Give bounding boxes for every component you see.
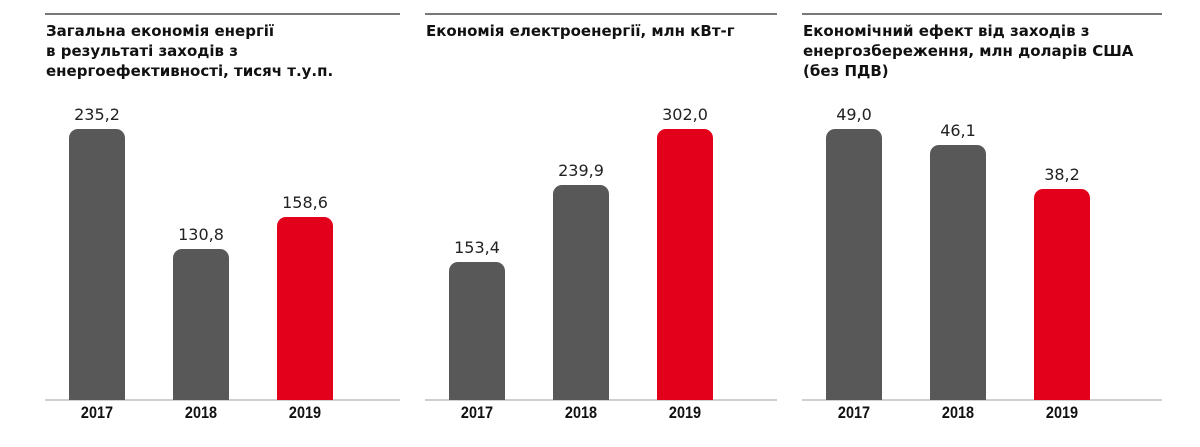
bar-2017: [69, 129, 125, 400]
x-axis: [802, 399, 1162, 401]
bar-2018: [173, 249, 229, 400]
data-label: 46,1: [940, 121, 976, 141]
chart-title-line: Загальна економія енергії: [46, 22, 275, 40]
divider-line: [425, 13, 777, 15]
x-axis: [45, 399, 400, 401]
bar-2019: [277, 217, 333, 400]
data-label: 49,0: [836, 105, 872, 124]
chart-title-line: енергозбереження, млн доларів США: [803, 42, 1134, 60]
data-label: 38,2: [1044, 164, 1080, 184]
x-tick-label: 2019: [1045, 403, 1079, 422]
data-label: 239,9: [558, 160, 604, 180]
chart-title-line: в результаті заходів з: [46, 42, 238, 60]
chart-title-line: Економія електроенергії, млн кВт-г: [426, 22, 735, 40]
bar-2017: [826, 129, 882, 400]
chart-title: Економія електроенергії, млн кВт-г: [426, 21, 735, 41]
x-tick-label: 2018: [564, 403, 598, 422]
chart-title: Загальна економія енергії в результаті за…: [46, 21, 333, 81]
data-label: 235,2: [74, 105, 120, 124]
bar-2018: [553, 184, 609, 400]
chart-energy-savings: Загальна економія енергії в результаті за…: [45, 0, 400, 447]
x-tick-label: 2019: [668, 403, 702, 422]
bar-2019: [1034, 188, 1090, 400]
bar-2018: [930, 145, 986, 400]
divider-line: [802, 13, 1162, 15]
chart-economic-effect: Економічний ефект від заходів з енергозбе…: [802, 0, 1162, 447]
chart-title-line: енергоефективності, тисяч т.у.п.: [46, 62, 334, 80]
x-tick-label: 2017: [460, 403, 494, 422]
x-tick-label: 2018: [941, 403, 975, 422]
data-label: 130,8: [178, 225, 224, 245]
x-tick-label: 2018: [184, 403, 218, 422]
bar-2017: [449, 262, 505, 400]
chart-title-line: (без ПДВ): [803, 62, 889, 80]
chart-electricity-savings: Економія електроенергії, млн кВт-г 153,4 2…: [425, 0, 777, 447]
data-label: 158,6: [282, 193, 328, 213]
chart-title: Економічний ефект від заходів з енергозбе…: [803, 21, 1133, 81]
divider-line: [45, 13, 400, 15]
chart-title-line: Економічний ефект від заходів з: [803, 22, 1090, 40]
x-tick-label: 2017: [80, 403, 114, 422]
x-tick-label: 2019: [288, 403, 322, 422]
x-axis: [425, 399, 777, 401]
x-tick-label: 2017: [837, 403, 871, 422]
data-label: 302,0: [662, 105, 708, 124]
data-label: 153,4: [454, 238, 500, 258]
bar-2019: [657, 129, 713, 400]
